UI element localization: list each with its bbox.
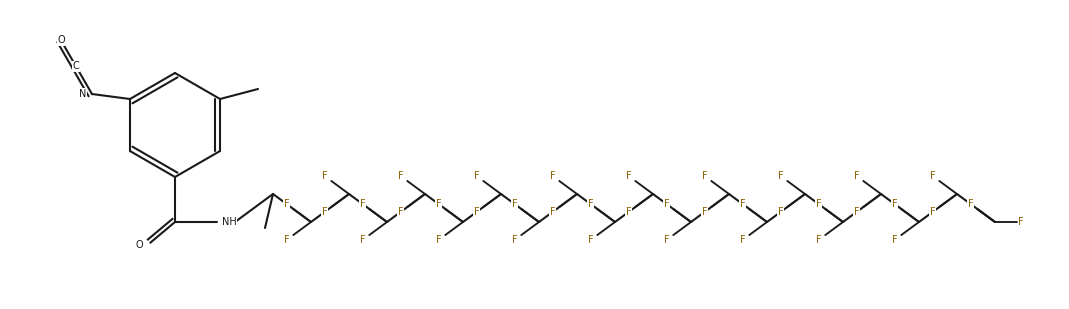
Text: F: F xyxy=(360,199,366,209)
Text: F: F xyxy=(322,171,328,181)
Text: F: F xyxy=(778,171,784,181)
Text: F: F xyxy=(474,207,480,217)
Text: F: F xyxy=(969,199,974,209)
Text: F: F xyxy=(816,199,822,209)
Text: F: F xyxy=(284,199,290,209)
Text: F: F xyxy=(588,199,593,209)
Text: F: F xyxy=(436,199,441,209)
Text: F: F xyxy=(664,199,669,209)
Text: F: F xyxy=(702,207,708,217)
Text: F: F xyxy=(551,171,556,181)
Text: F: F xyxy=(360,235,366,245)
Text: F: F xyxy=(551,207,556,217)
Text: F: F xyxy=(892,235,898,245)
Text: F: F xyxy=(322,207,328,217)
Text: F: F xyxy=(1018,217,1024,227)
Text: F: F xyxy=(892,199,898,209)
Text: F: F xyxy=(816,235,822,245)
Text: F: F xyxy=(854,207,859,217)
Text: F: F xyxy=(930,171,935,181)
Text: F: F xyxy=(626,207,632,217)
Text: F: F xyxy=(512,199,517,209)
Text: F: F xyxy=(512,235,517,245)
Text: F: F xyxy=(702,171,708,181)
Text: F: F xyxy=(969,199,974,209)
Text: F: F xyxy=(778,207,784,217)
Text: F: F xyxy=(284,235,290,245)
Text: F: F xyxy=(436,235,441,245)
Text: O: O xyxy=(136,239,143,250)
Text: C: C xyxy=(73,61,79,71)
Text: F: F xyxy=(930,207,935,217)
Text: F: F xyxy=(398,171,404,181)
Text: F: F xyxy=(854,171,859,181)
Text: F: F xyxy=(740,235,746,245)
Text: F: F xyxy=(398,207,404,217)
Text: N: N xyxy=(79,89,86,99)
Text: O: O xyxy=(57,35,65,45)
Text: F: F xyxy=(740,199,746,209)
Text: NH: NH xyxy=(221,217,236,227)
Text: F: F xyxy=(626,171,632,181)
Text: F: F xyxy=(588,235,593,245)
Text: F: F xyxy=(664,235,669,245)
Text: F: F xyxy=(474,171,480,181)
